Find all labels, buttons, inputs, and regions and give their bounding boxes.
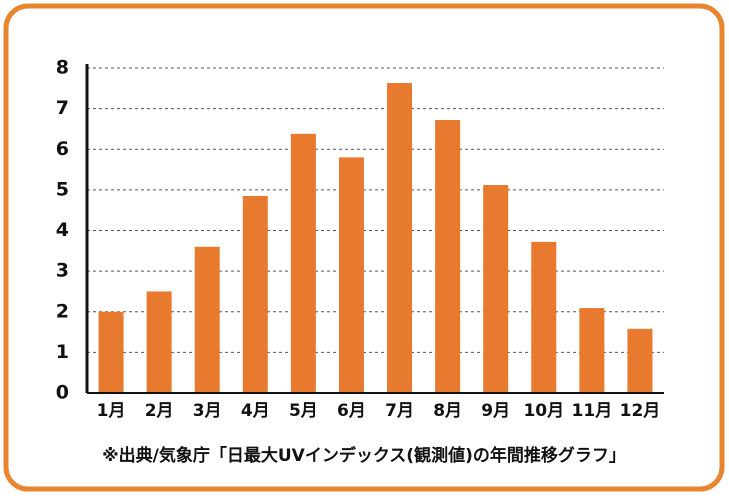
x-tick-label: 11月 xyxy=(572,401,613,421)
y-tick-label: 0 xyxy=(56,382,69,404)
y-tick-label: 5 xyxy=(56,178,69,200)
bar xyxy=(531,241,557,393)
y-tick-label: 7 xyxy=(56,97,69,119)
x-tick-label: 1月 xyxy=(97,401,126,421)
caption: ※出典/気象庁「日最大UVインデックス(観測値)の年間推移グラフ」 xyxy=(102,445,626,466)
x-tick-label: 6月 xyxy=(337,401,366,421)
bar xyxy=(338,157,364,393)
bar xyxy=(146,291,172,393)
y-tick-label: 2 xyxy=(56,300,69,322)
bar xyxy=(98,311,124,393)
x-tick-label: 10月 xyxy=(523,401,564,421)
x-tick-label: 12月 xyxy=(620,401,661,421)
bar xyxy=(627,328,653,393)
x-tick-label: 3月 xyxy=(193,401,222,421)
bar xyxy=(483,185,509,393)
x-tick-label: 5月 xyxy=(289,401,318,421)
bar xyxy=(435,120,461,393)
bar xyxy=(194,246,220,393)
x-tick-label: 4月 xyxy=(241,401,270,421)
y-tick-label: 3 xyxy=(56,260,69,282)
y-tick-label: 8 xyxy=(56,57,69,79)
bar xyxy=(579,308,605,393)
x-tick-label: 7月 xyxy=(385,401,414,421)
y-tick-label: 6 xyxy=(56,138,69,160)
y-tick-label: 1 xyxy=(56,341,69,363)
x-tick-label: 8月 xyxy=(433,401,462,421)
bar xyxy=(290,133,316,393)
x-tick-label: 9月 xyxy=(481,401,510,421)
bar xyxy=(387,83,413,393)
y-tick-label: 4 xyxy=(56,219,69,241)
bar xyxy=(242,195,268,393)
x-tick-label: 2月 xyxy=(145,401,174,421)
